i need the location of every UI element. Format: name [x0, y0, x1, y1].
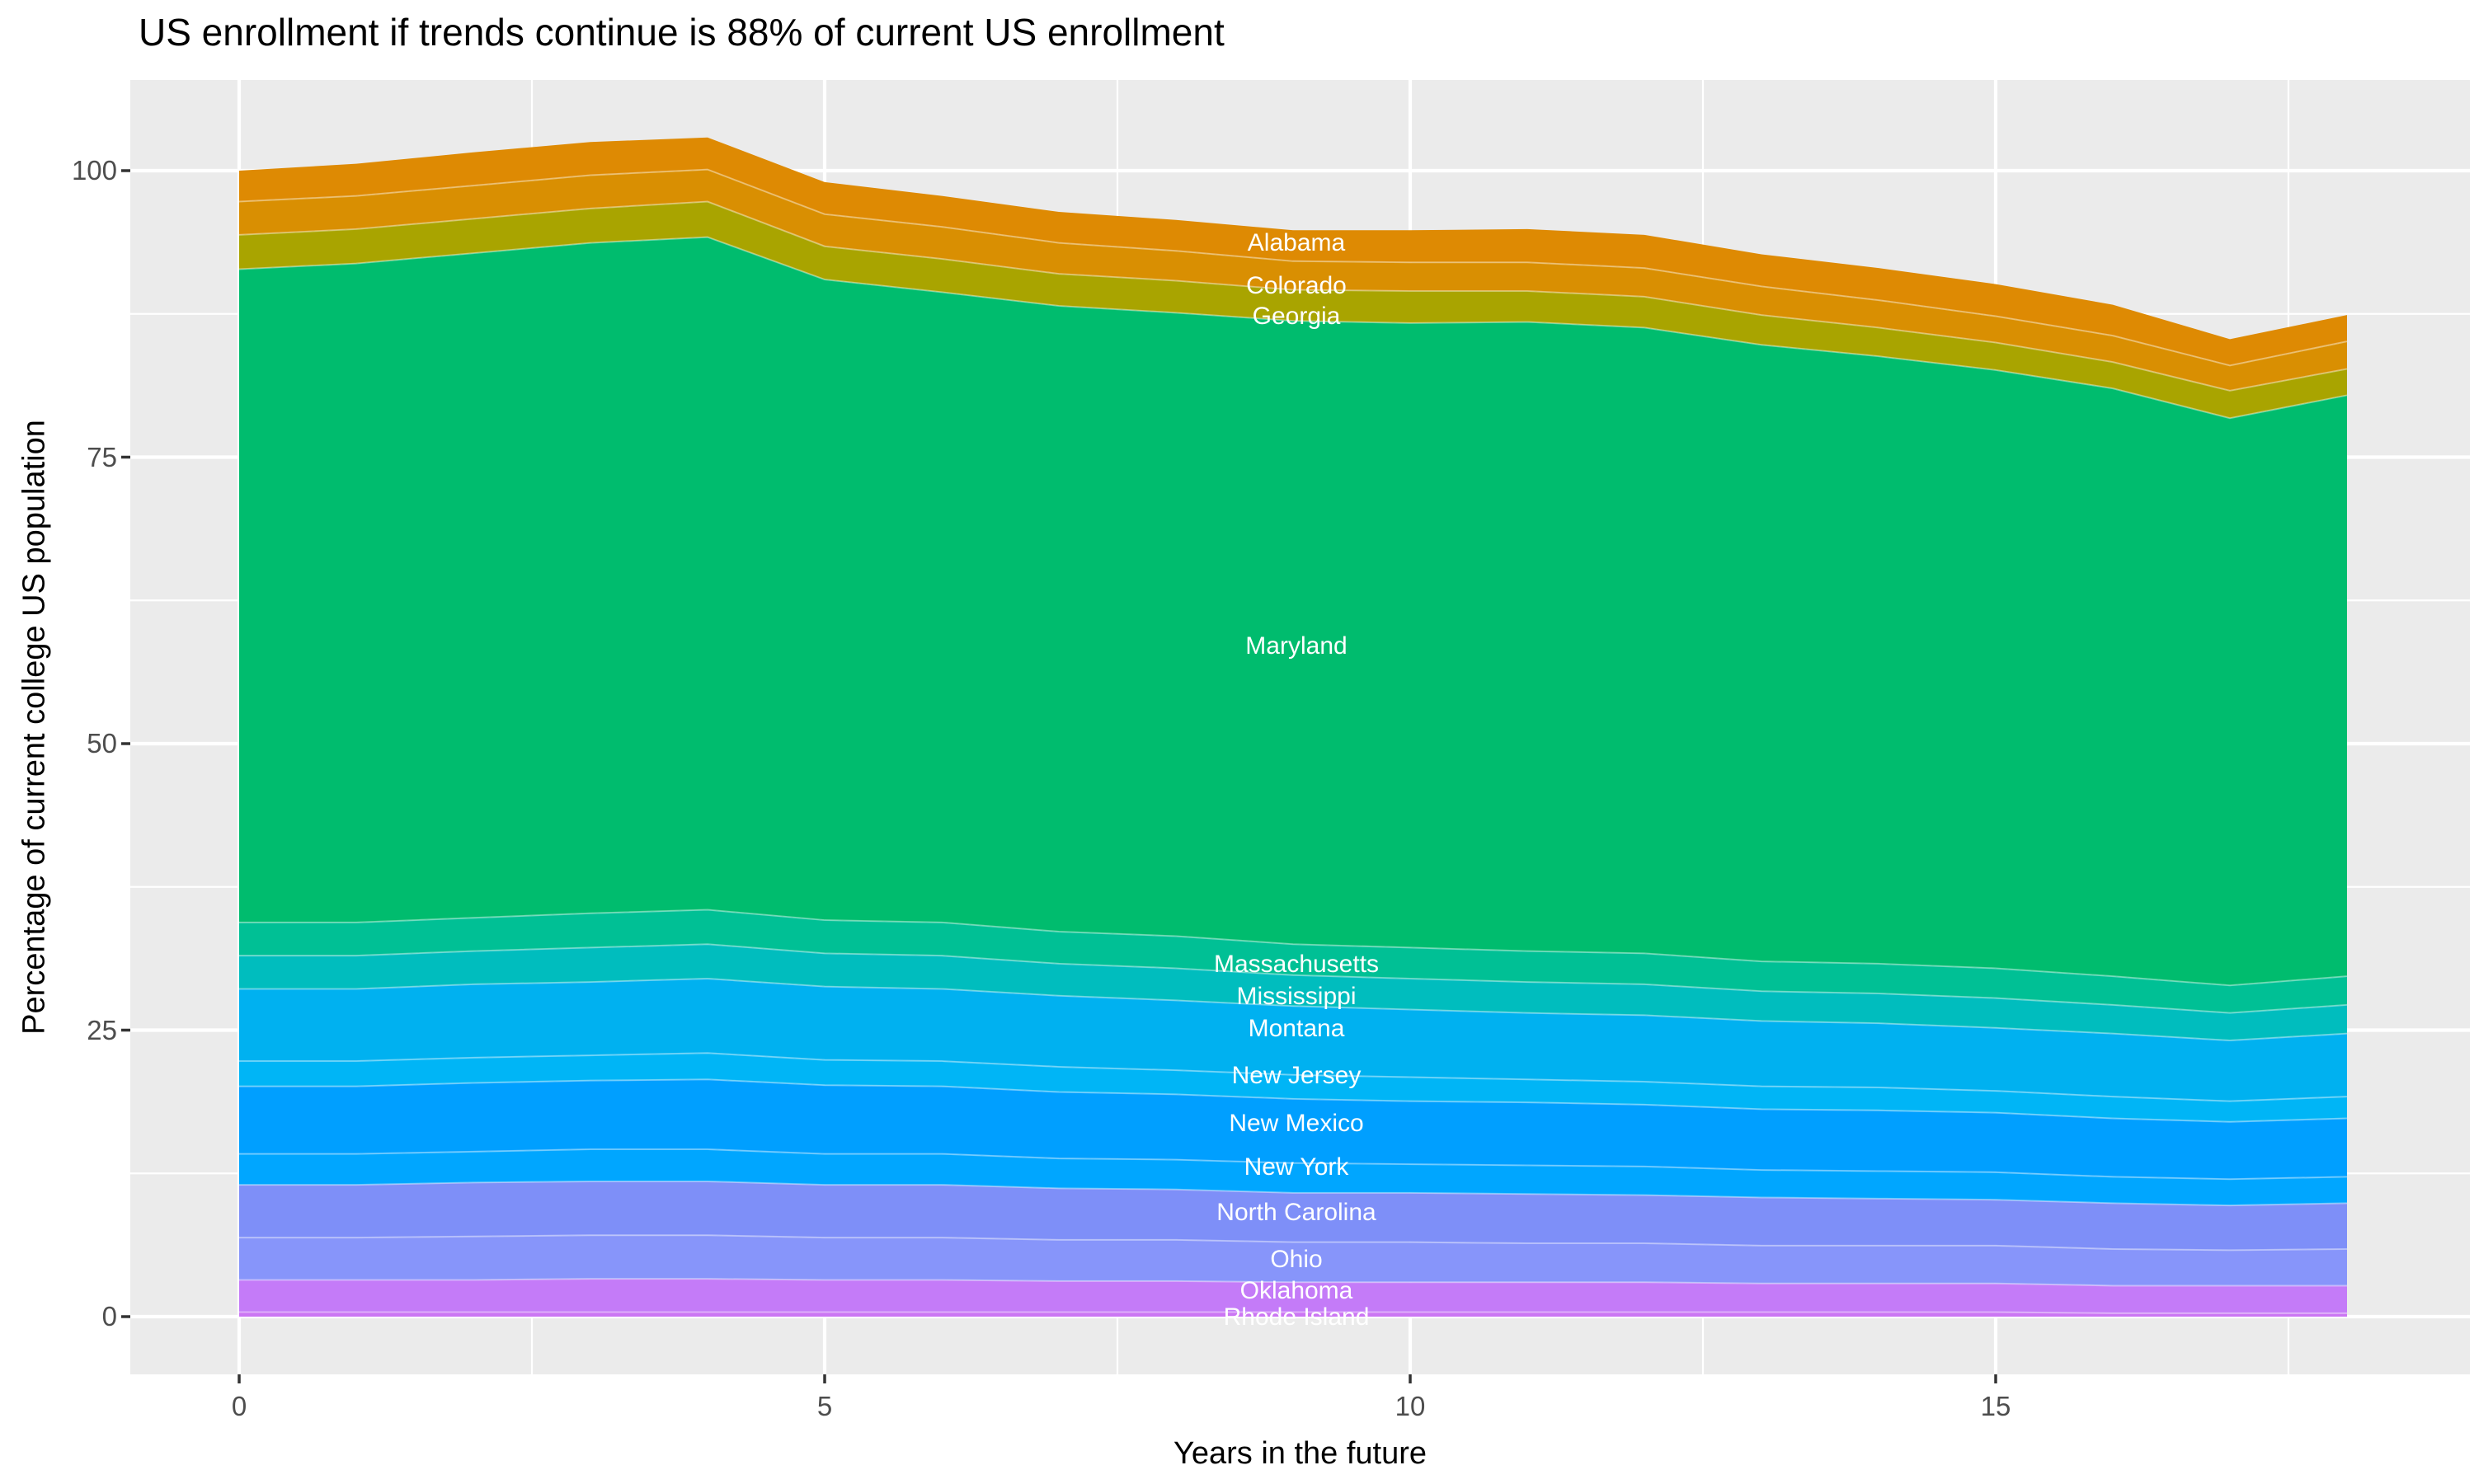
x-axis-title: Years in the future — [1173, 1436, 1427, 1471]
area-label-oklahoma: Oklahoma — [1239, 1277, 1353, 1305]
area-new-jersey — [239, 1053, 2347, 1122]
area-mississippi — [239, 944, 2347, 1041]
band-boundary-line — [239, 1148, 2348, 1181]
area-label-new-york: New York — [1244, 1153, 1349, 1181]
area-oklahoma — [239, 1279, 2347, 1313]
band-boundary-line — [239, 1311, 2347, 1314]
y-axis-title: Percentage of current college US populat… — [16, 420, 52, 1035]
area-label-colorado: Colorado — [1246, 272, 1347, 300]
area-label-new-mexico: New Mexico — [1229, 1110, 1364, 1138]
chart-title: US enrollment if trends continue is 88% … — [139, 11, 1225, 54]
band-boundary-line — [238, 168, 2348, 367]
area-label-north-carolina: North Carolina — [1216, 1198, 1376, 1226]
x-tick-label: 0 — [231, 1391, 247, 1421]
area-rhode-island — [239, 1312, 2347, 1317]
band-boundary-line — [238, 236, 2348, 420]
band-boundary-line — [239, 1278, 2347, 1287]
band-boundary-line — [238, 200, 2348, 392]
band-boundary-line — [239, 1180, 2348, 1207]
area-georgia — [239, 201, 2347, 419]
area-colorado — [239, 169, 2347, 391]
area-massachusetts — [239, 909, 2347, 1013]
band-boundary-line — [239, 1078, 2348, 1123]
area-label-maryland: Maryland — [1245, 632, 1348, 660]
area-label-rhode-island: Rhode Island — [1223, 1303, 1370, 1331]
area-montana — [239, 978, 2347, 1101]
band-boundary-line — [239, 1052, 2348, 1102]
band-boundary-line — [239, 1234, 2348, 1252]
x-tick-label: 15 — [1980, 1391, 2011, 1421]
area-ohio — [239, 1235, 2347, 1286]
area-label-massachusetts: Massachusetts — [1213, 951, 1380, 979]
area-new-mexico — [239, 1079, 2347, 1180]
band-boundary-line — [239, 943, 2348, 1014]
y-tick-label: 75 — [87, 441, 117, 472]
area-label-new-jersey: New Jersey — [1231, 1062, 1362, 1090]
area-label-montana: Montana — [1248, 1015, 1345, 1043]
area-label-ohio: Ohio — [1270, 1245, 1323, 1273]
area-north-carolina — [239, 1181, 2347, 1251]
y-tick-label: 100 — [71, 155, 117, 186]
x-tick-label: 10 — [1395, 1391, 1426, 1421]
x-tick-label: 5 — [816, 1391, 833, 1421]
y-tick-label: 0 — [101, 1301, 117, 1331]
y-tick-label: 50 — [87, 728, 117, 758]
area-alabama — [239, 137, 2347, 366]
band-boundary-line — [239, 909, 2348, 987]
area-label-alabama: Alabama — [1247, 228, 1346, 256]
area-label-mississippi: Mississippi — [1236, 983, 1357, 1011]
area-maryland — [239, 237, 2347, 986]
area-new-york — [239, 1149, 2347, 1206]
y-tick-label: 25 — [87, 1014, 117, 1045]
band-boundary-line — [239, 977, 2348, 1042]
area-label-georgia: Georgia — [1252, 302, 1341, 330]
